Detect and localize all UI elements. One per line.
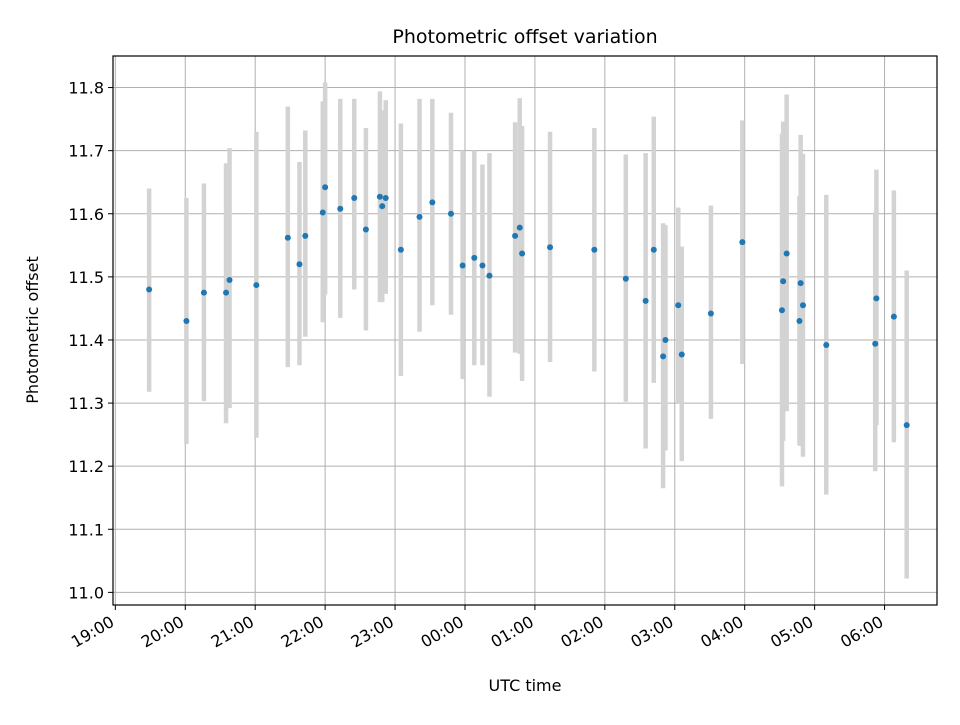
data-point: [382, 194, 389, 201]
data-point: [183, 318, 190, 325]
data-point: [739, 239, 746, 246]
x-tick-label: 21:00: [208, 612, 257, 652]
data-point: [519, 250, 526, 257]
grid: [113, 56, 937, 605]
x-tick-label: 20:00: [138, 612, 187, 652]
data-point: [591, 246, 598, 253]
y-tick-label: 11.8: [68, 79, 104, 98]
x-tick-label: 23:00: [348, 612, 397, 652]
data-point: [429, 199, 436, 206]
data-point: [319, 209, 326, 216]
x-tick-label: 05:00: [767, 612, 816, 652]
data-point: [796, 318, 803, 325]
data-point: [253, 282, 260, 289]
data-point: [780, 278, 787, 285]
data-point: [351, 194, 358, 201]
data-point: [379, 203, 386, 210]
data-point: [707, 310, 714, 317]
data-point: [675, 302, 682, 309]
data-point: [284, 234, 291, 241]
y-tick-label: 11.3: [68, 394, 104, 413]
data-point: [516, 224, 523, 231]
data-point: [890, 313, 897, 320]
error-bars: [146, 82, 909, 579]
data-point: [226, 277, 233, 284]
data-point: [660, 353, 667, 360]
data-point: [486, 272, 493, 279]
data-point: [223, 289, 230, 296]
data-point: [622, 275, 629, 282]
data-point: [200, 289, 207, 296]
data-point: [678, 351, 685, 358]
data-point: [459, 262, 466, 269]
data-point: [903, 422, 910, 429]
data-points: [146, 184, 910, 429]
data-point: [337, 205, 344, 212]
data-point: [471, 254, 478, 261]
y-tick-label: 11.2: [68, 457, 104, 476]
data-point: [778, 307, 785, 314]
data-point: [376, 193, 383, 200]
y-tick-label: 11.5: [68, 268, 104, 287]
data-point: [362, 226, 369, 233]
data-point: [146, 286, 153, 293]
x-tick-label: 04:00: [697, 612, 746, 652]
data-point: [873, 295, 880, 302]
y-axis-title: Photometric offset: [23, 256, 42, 404]
y-tick-label: 11.1: [68, 520, 104, 539]
data-point: [547, 244, 554, 251]
y-tick-label: 11.0: [68, 583, 104, 602]
data-point: [872, 340, 879, 347]
data-point: [296, 261, 303, 268]
x-tick-label: 02:00: [557, 612, 606, 652]
data-point: [397, 246, 404, 253]
x-tick-label: 01:00: [487, 612, 536, 652]
data-point: [322, 184, 329, 191]
data-point: [416, 213, 423, 220]
y-tick-label: 11.6: [68, 205, 104, 224]
data-point: [797, 280, 804, 287]
x-tick-label: 19:00: [68, 612, 117, 652]
x-axis-title: UTC time: [489, 676, 562, 695]
chart-title: Photometric offset variation: [392, 26, 657, 48]
plot-frame: [112, 55, 938, 606]
data-point: [662, 336, 669, 343]
data-point: [799, 302, 806, 309]
x-tick-label: 06:00: [837, 612, 886, 652]
data-point: [479, 262, 486, 269]
data-point: [642, 297, 649, 304]
data-point: [783, 250, 790, 257]
data-point: [512, 232, 519, 239]
y-tick-label: 11.4: [68, 331, 104, 350]
x-tick-label: 03:00: [627, 612, 676, 652]
x-tick-label: 00:00: [418, 612, 467, 652]
data-point: [823, 342, 830, 349]
y-tick-label: 11.7: [68, 142, 104, 161]
data-point: [650, 246, 657, 253]
data-point: [447, 210, 454, 217]
ticks: 19:00 20:00 21:00 22:00 23:00 00:00 01:00 02:00…: [68, 79, 887, 652]
data-point: [302, 232, 309, 239]
x-tick-label: 22:00: [278, 612, 327, 652]
